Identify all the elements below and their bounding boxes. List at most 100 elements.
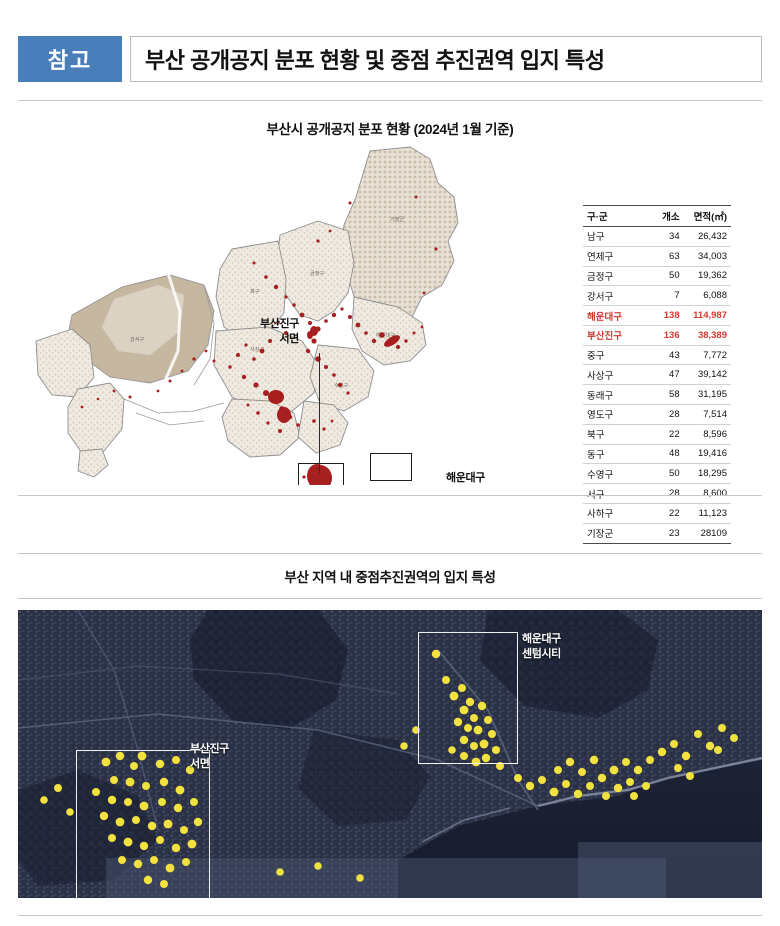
cell-area: 11,123 [683,503,731,524]
satellite-label-seomyeon-line1: 부산진구 [190,743,229,755]
cell-count: 138 [651,305,684,326]
cell-area: 7,514 [683,404,731,425]
satellite-label-centum-line2: 센텀시티 [522,648,561,661]
cell-area: 19,362 [683,266,731,287]
table-row: 연제구 63 34,003 [583,246,731,267]
reference-badge: 참고 [18,36,122,82]
cell-area: 34,003 [683,246,731,267]
satellite-section-title: 부산 지역 내 중점추진권역의 입지 특성 [284,570,496,585]
cell-district: 영도구 [583,404,652,425]
table-header-row: 구·군 개소 면적(㎡) [583,205,731,227]
open-space-stat-table: 구·군 개소 면적(㎡) 남구 34 26,432 연제구 63 34,003 금정구 50 1… [583,205,731,544]
svg-text:금정구: 금정구 [310,270,325,277]
divider-bottom [18,915,762,916]
cell-district: 북구 [583,424,652,445]
svg-text:사상구: 사상구 [250,345,265,353]
district-namgu [297,400,349,454]
cell-area: 6,088 [683,285,731,307]
busan-distribution-map: 기장군 금정구 북구 강서구 해운대구 수영구 사상구 [18,145,578,485]
cell-area: 38,389 [683,325,731,346]
page-title: 부산 공개공지 분포 현황 및 중점 추진권역 입지 특성 [130,36,762,82]
callout-centum-line1: 해운대구 [446,472,485,484]
cell-area: 8,600 [683,483,731,504]
cell-count: 22 [651,424,684,445]
cell-count: 48 [651,444,684,465]
divider-mid-3 [18,598,762,599]
cell-area: 28109 [683,523,731,544]
cell-area: 18,295 [683,463,731,485]
district-suyeong [309,344,375,412]
map-graphic: 기장군 금정구 북구 강서구 해운대구 수영구 사상구 [35,146,459,485]
satellite-label-centum-line1: 해운대구 [522,633,561,645]
district-gangseo-south [35,328,95,398]
cell-district: 사하구 [583,503,652,524]
header-district: 구·군 [583,205,652,227]
callout-seomyeon-line2: 서면 [279,332,299,345]
map-section-title: 부산시 공개공지 분포 현황 (2024년 1월 기준) [266,122,514,137]
table-row: 강서구 7 6,088 [583,285,731,307]
table-row: 해운대구 138 114,987 [583,305,731,326]
cell-district: 사상구 [583,364,652,386]
district-haeundae [351,296,427,366]
focus-box-seomyeon [298,463,344,485]
table-row: 금정구 50 19,362 [583,266,731,287]
satellite-label-centum: 해운대구 센텀시티 [522,632,561,663]
focus-box-centum [370,453,412,481]
svg-text:해운대구: 해운대구 [376,331,395,339]
table-row: 영도구 28 7,514 [583,404,731,425]
header-count: 개소 [651,205,684,227]
cell-district: 동래구 [583,384,652,406]
divider-mid-1 [18,495,762,496]
cell-district: 중구 [583,345,652,366]
cell-count: 47 [651,364,684,386]
cell-count: 50 [651,266,684,287]
table-row: 사하구 22 11,123 [583,503,731,524]
svg-text:강서구: 강서구 [130,335,145,343]
cell-area: 114,987 [683,305,731,326]
cell-count: 58 [651,384,684,406]
satellite-label-seomyeon-line2: 서면 [190,758,210,771]
table-row: 사상구 47 39,142 [583,364,731,386]
divider-top [18,100,762,101]
cell-district: 강서구 [583,285,652,307]
cell-count: 136 [651,325,684,346]
cell-area: 26,432 [683,226,731,247]
cell-area: 7,772 [683,345,731,366]
page-header: 참고 부산 공개공지 분포 현황 및 중점 추진권역 입지 특성 [18,36,762,82]
cell-area: 8,596 [683,424,731,445]
cell-district: 수영구 [583,463,652,485]
cell-area: 19,416 [683,444,731,465]
cell-district: 부산진구 [583,325,652,346]
cell-district: 금정구 [583,266,652,287]
callout-seomyeon: 부산진구 서면 [260,317,299,347]
satellite-dots-seomyeon [40,751,203,888]
open-space-dots [80,195,438,485]
cell-count: 7 [651,285,684,307]
svg-text:기장군: 기장군 [390,215,405,223]
cell-count: 43 [651,345,684,366]
table-row: 북구 22 8,596 [583,424,731,445]
callout-centum: 해운대구 센텀시티 [446,471,485,485]
satellite-dots-coastal [276,724,738,882]
table-row: 남구 34 26,432 [583,226,731,247]
cell-count: 50 [651,463,684,485]
cell-district: 서구 [583,483,652,504]
callout-seomyeon-line1: 부산진구 [260,318,299,330]
table-row: 기장군 23 28109 [583,523,731,544]
svg-text:북구: 북구 [250,288,260,295]
cell-district: 동구 [583,444,652,465]
satellite-label-seomyeon: 부산진구 서면 [190,742,229,773]
cell-count: 23 [651,523,684,544]
satellite-imagery-panel: 부산진구 서면 해운대구 센텀시티 [18,610,762,898]
divider-mid-2 [18,553,762,554]
cell-count: 63 [651,246,684,267]
table-row: 서구 28 8,600 [583,483,731,504]
table-row: 수영구 50 18,295 [583,463,731,485]
cell-count: 28 [651,404,684,425]
cell-district: 남구 [583,226,652,247]
cell-district: 기장군 [583,523,652,544]
cell-area: 31,195 [683,384,731,406]
table-row: 동구 48 19,416 [583,444,731,465]
header-area: 면적(㎡) [683,205,731,227]
satellite-focus-box-seomyeon [76,750,210,898]
